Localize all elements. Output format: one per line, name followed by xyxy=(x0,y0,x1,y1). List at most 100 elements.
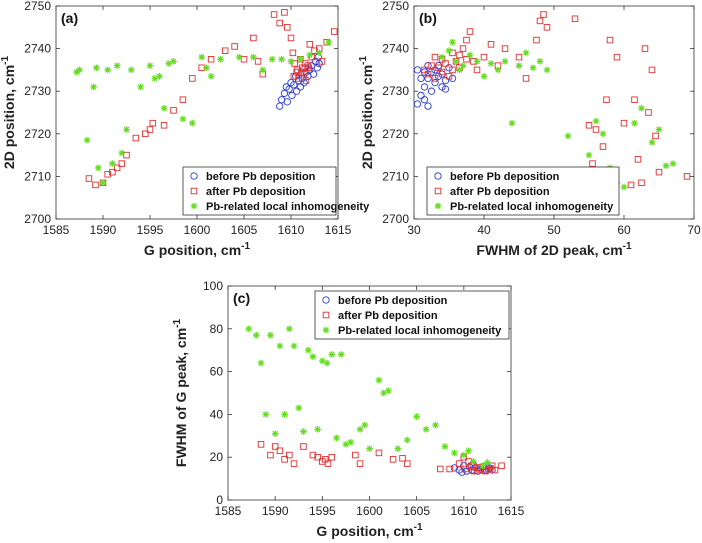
data-point xyxy=(435,64,442,72)
data-point xyxy=(281,456,288,463)
data-point xyxy=(655,168,663,176)
legend-label: Pb-related local inhomogeneity xyxy=(450,201,614,213)
data-point xyxy=(522,75,530,82)
data-point xyxy=(146,62,154,69)
data-point xyxy=(473,58,481,65)
data-point xyxy=(281,9,288,16)
y-tick-label: 2720 xyxy=(382,127,409,141)
data-point xyxy=(455,460,463,467)
data-point xyxy=(543,66,551,74)
data-point xyxy=(479,462,486,470)
legend-label: after Pb deposition xyxy=(338,310,438,322)
legend-label: Pb-related local inhomogeneity xyxy=(206,201,370,213)
data-point xyxy=(634,156,642,163)
data-point xyxy=(156,72,163,80)
data-point xyxy=(442,60,449,67)
data-point xyxy=(459,45,467,52)
data-point xyxy=(449,38,456,46)
data-point xyxy=(292,87,301,95)
data-point xyxy=(445,64,453,72)
y-axis-label: 2D position, cm-1 xyxy=(358,56,375,170)
data-point xyxy=(462,465,469,473)
data-point xyxy=(413,100,422,108)
data-point xyxy=(290,460,298,467)
y-tick-label: 2710 xyxy=(24,169,51,183)
data-point xyxy=(347,438,354,446)
data-point xyxy=(452,58,460,65)
data-point xyxy=(669,160,677,167)
data-point xyxy=(276,447,284,455)
legend-entry: after Pb deposition xyxy=(190,186,306,198)
x-tick-label: 1610 xyxy=(450,504,477,518)
legend-entry: Pb-related local inhomogeneity xyxy=(322,325,502,337)
data-point xyxy=(375,449,383,457)
data-point xyxy=(282,83,290,91)
data-point xyxy=(427,87,436,95)
data-point xyxy=(571,15,579,23)
data-point xyxy=(445,73,453,80)
data-point xyxy=(290,73,298,80)
data-point xyxy=(662,162,670,170)
y-tick-label: 2740 xyxy=(382,42,409,56)
data-point xyxy=(352,451,359,459)
data-point xyxy=(655,126,663,133)
data-point xyxy=(313,64,321,72)
data-point xyxy=(438,68,446,76)
data-point xyxy=(189,119,196,127)
panel-label: (a) xyxy=(61,10,78,26)
data-point xyxy=(179,96,187,103)
data-point xyxy=(473,66,481,74)
data-point xyxy=(289,49,297,57)
data-point xyxy=(466,51,474,59)
x-tick-label: 1610 xyxy=(278,223,305,237)
y-tick-label: 20 xyxy=(210,450,224,464)
data-point xyxy=(315,49,323,57)
data-point xyxy=(281,411,288,418)
data-point xyxy=(268,55,276,63)
data-point xyxy=(104,171,111,178)
x-ticks: 1585 1590 1595 1600 1605 1610 1615 xyxy=(215,286,525,518)
data-point xyxy=(179,115,187,123)
data-point xyxy=(270,11,278,18)
data-point xyxy=(328,453,336,461)
data-point xyxy=(420,83,429,91)
data-point xyxy=(480,72,488,80)
series-3-points xyxy=(245,325,491,470)
legend-label: before Pb deposition xyxy=(206,171,316,183)
data-point xyxy=(76,66,83,74)
data-point xyxy=(309,70,318,78)
data-point xyxy=(540,11,547,18)
data-point xyxy=(603,96,610,103)
data-point xyxy=(641,45,649,52)
data-point xyxy=(298,68,305,76)
data-point xyxy=(306,51,314,59)
data-point xyxy=(585,151,593,159)
data-point xyxy=(449,66,456,74)
data-point xyxy=(469,467,476,474)
legend-entry: Pb-related local inhomogeneity xyxy=(434,201,614,213)
y-tick-label: 2720 xyxy=(24,127,51,141)
data-point xyxy=(290,342,298,350)
data-point xyxy=(314,453,321,461)
data-point xyxy=(501,58,509,65)
data-point xyxy=(306,66,314,74)
data-point xyxy=(203,64,210,72)
data-point xyxy=(207,56,215,63)
data-point xyxy=(638,179,645,187)
x-axis-label: G position, cm-1 xyxy=(316,522,423,539)
legend-entry: after Pb deposition xyxy=(322,310,438,322)
y-tick-label: 2730 xyxy=(24,84,51,98)
legend-box xyxy=(426,166,620,216)
x-tick-label: 1590 xyxy=(262,504,289,518)
panel-b: 30 40 50 60 70 2700 2710 2720 2730 2740 2750 FWHM o… xyxy=(358,0,701,258)
legend-entry: Pb-related local inhomogeneity xyxy=(190,201,370,213)
legend-box xyxy=(182,166,337,216)
data-point xyxy=(151,75,158,82)
series-3-points xyxy=(73,38,332,187)
data-point xyxy=(160,104,168,112)
data-point xyxy=(431,66,439,74)
data-point xyxy=(170,58,177,65)
data-point xyxy=(424,70,432,78)
legend-entry: after Pb deposition xyxy=(434,186,550,198)
